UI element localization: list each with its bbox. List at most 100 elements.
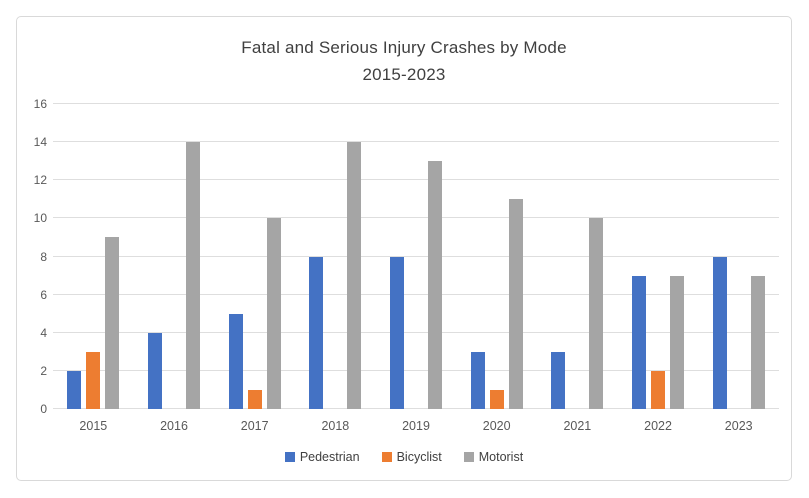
legend-item-bicyclist: Bicyclist [381,450,442,464]
bar-slot [489,104,504,409]
x-tick-label-2019: 2019 [402,419,430,433]
bar-bicyclist-2020 [489,389,504,409]
bar-bicyclist-2015 [86,351,101,409]
y-tick-label: 4 [40,325,47,340]
gridline [53,255,779,257]
bar-slot [551,104,566,409]
bar-slot [266,104,281,409]
y-axis: 0 2 4 6 8 10 12 14 16 [21,97,47,416]
bar-slot [651,104,666,409]
bar-motorist-2021 [589,218,604,409]
bar-slot [67,104,82,409]
x-tick-label-2017: 2017 [240,419,269,433]
bar-motorist-2018 [347,142,362,409]
x-tick-label-2020: 2020 [482,419,511,433]
bar-pedestrian-2019 [390,256,405,409]
bar-group-2015 [53,104,134,409]
chart-subtitle: 2015-2023 [362,65,446,84]
bar-motorist-2015 [105,237,120,409]
legend-swatch-icon [463,452,474,462]
bar-slot [309,104,324,409]
bar-slot [732,104,746,409]
bar-slot [186,104,200,409]
bar-motorist-2022 [670,275,685,409]
bar-group-2022 [618,104,699,409]
bar-slot [148,104,162,409]
bar-slot [347,104,362,409]
legend-label: Pedestrian [299,450,360,464]
gridline [53,141,779,143]
y-tick-label: 0 [40,402,47,416]
bar-pedestrian-2018 [309,256,324,409]
bar-slot [390,104,405,409]
bar-motorist-2016 [186,142,200,409]
y-tick-label: 6 [40,287,47,302]
bar-pedestrian-2021 [551,351,566,409]
legend-item-motorist: Motorist [463,450,524,464]
bar-bicyclist-2022 [651,370,666,409]
gridline [53,293,779,295]
bar-pedestrian-2016 [148,332,162,409]
x-tick-label-2022: 2022 [644,419,672,433]
legend-label: Bicyclist [396,450,442,464]
gridline [53,103,779,104]
chart-frame: Fatal and Serious Injury Crashes by Mode… [16,16,792,481]
x-tick-label-2018: 2018 [321,419,350,433]
bar-slot [750,104,765,409]
gridline [53,179,779,181]
bar-slot [167,104,181,409]
bar-slot [105,104,120,409]
bar-group-2023 [698,104,779,409]
bar-group-2017 [214,104,295,409]
bar-pedestrian-2017 [228,313,243,409]
bar-motorist-2017 [266,218,281,409]
bar-slot [247,104,262,409]
chart-title: Fatal and Serious Injury Crashes by Mode [241,38,567,57]
legend-item-pedestrian: Pedestrian [284,450,360,464]
bar-group-2019 [376,104,457,409]
chart-title-block: Fatal and Serious Injury Crashes by Mode… [17,34,791,88]
plot-area [53,103,779,409]
bars-layer [53,104,779,409]
bar-slot [328,104,342,409]
bar-group-2016 [134,104,215,409]
y-tick-label: 8 [40,249,47,264]
bar-motorist-2023 [750,275,765,409]
x-tick-label-2023: 2023 [724,419,753,433]
gridline [53,217,779,219]
bar-slot [409,104,423,409]
bar-slot [632,104,647,409]
bar-slot [570,104,584,409]
bar-bicyclist-2017 [247,389,262,409]
x-tick-label-2015: 2015 [79,419,108,433]
gridline [53,331,779,333]
bar-motorist-2020 [508,199,523,409]
x-tick-label-2021: 2021 [563,419,592,433]
bar-group-2018 [295,104,376,409]
bar-pedestrian-2023 [712,256,727,409]
y-tick-label: 10 [33,211,47,226]
y-tick-label: 16 [33,97,47,111]
x-tick-label-2016: 2016 [160,419,188,433]
bar-pedestrian-2015 [67,370,82,409]
y-tick-label: 12 [33,173,47,188]
bar-slot [670,104,685,409]
y-tick-label: 14 [33,135,47,150]
bar-slot [428,104,443,409]
bar-slot [712,104,727,409]
bar-slot [508,104,523,409]
gridline [53,408,779,409]
bar-slot [589,104,604,409]
legend-swatch-icon [284,452,295,462]
x-axis: 2015 2016 2017 2018 2019 2020 2021 2022 2023 [53,419,779,433]
bar-motorist-2019 [428,161,443,409]
bar-group-2021 [537,104,618,409]
bar-slot [228,104,243,409]
bar-pedestrian-2022 [632,275,647,409]
y-tick-label: 2 [40,363,47,378]
legend-label: Motorist [478,450,524,464]
legend-swatch-icon [381,452,392,462]
legend: Pedestrian Bicyclist Motorist [17,450,791,464]
gridline [53,369,779,371]
bar-group-2020 [456,104,537,409]
